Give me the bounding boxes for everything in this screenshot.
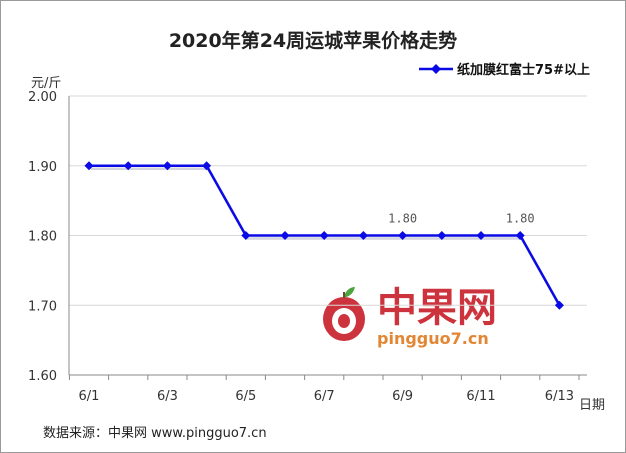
legend: 纸加膜红富士75#以上 — [419, 62, 590, 78]
y-tick-label: 1.90 — [28, 160, 57, 175]
x-tick-label: 6/9 — [392, 389, 413, 404]
y-tick-label: 1.60 — [28, 369, 57, 384]
series-group — [84, 161, 564, 310]
series-line-shadow — [91, 167, 563, 309]
y-axis-ticks: 2.00 1.90 1.80 1.70 1.60 — [28, 90, 57, 384]
data-point — [437, 231, 447, 240]
data-point — [123, 161, 133, 171]
x-tick-label: 6/5 — [235, 389, 256, 404]
source-note: 数据来源：中果网 www.pingguo7.cn — [43, 426, 267, 441]
data-point — [515, 231, 525, 240]
x-tick-label: 6/7 — [314, 389, 335, 404]
x-tick-label: 6/3 — [157, 389, 178, 404]
watermark-brand: 中果网 — [377, 285, 497, 331]
grid-lines — [69, 95, 587, 306]
x-axis-label: 日期 — [579, 398, 605, 413]
data-point — [241, 231, 251, 240]
data-point — [398, 231, 408, 240]
data-label: 1.80 — [388, 212, 417, 226]
chart-title: 2020年第24周运城苹果价格走势 — [169, 29, 457, 52]
data-point — [358, 231, 368, 240]
x-tick-label: 6/13 — [545, 389, 574, 404]
x-tick-label: 6/11 — [466, 389, 495, 404]
y-tick-label: 1.80 — [28, 230, 57, 245]
apple-logo-icon — [323, 287, 365, 341]
data-point — [84, 161, 94, 171]
watermark: 中果网 pingguo7.cn — [323, 285, 497, 348]
y-axis-unit: 元/斤 — [31, 76, 61, 91]
x-axis-ticks: 6/1 6/3 6/5 6/7 6/9 6/11 6/13 — [68, 375, 580, 404]
data-point — [554, 300, 564, 310]
y-tick-label: 2.00 — [28, 90, 57, 105]
data-label: 1.80 — [506, 212, 535, 226]
legend-marker-swatch — [431, 64, 441, 74]
data-labels: 1.80 1.80 — [388, 212, 535, 226]
data-point — [476, 231, 486, 240]
y-tick-label: 1.70 — [28, 299, 57, 314]
data-point — [162, 161, 172, 171]
data-point — [202, 161, 212, 171]
x-tick-label: 6/1 — [79, 389, 100, 404]
data-point — [319, 231, 329, 240]
legend-label: 纸加膜红富士75#以上 — [457, 62, 590, 78]
watermark-url: pingguo7.cn — [377, 329, 489, 348]
data-point — [280, 231, 290, 240]
